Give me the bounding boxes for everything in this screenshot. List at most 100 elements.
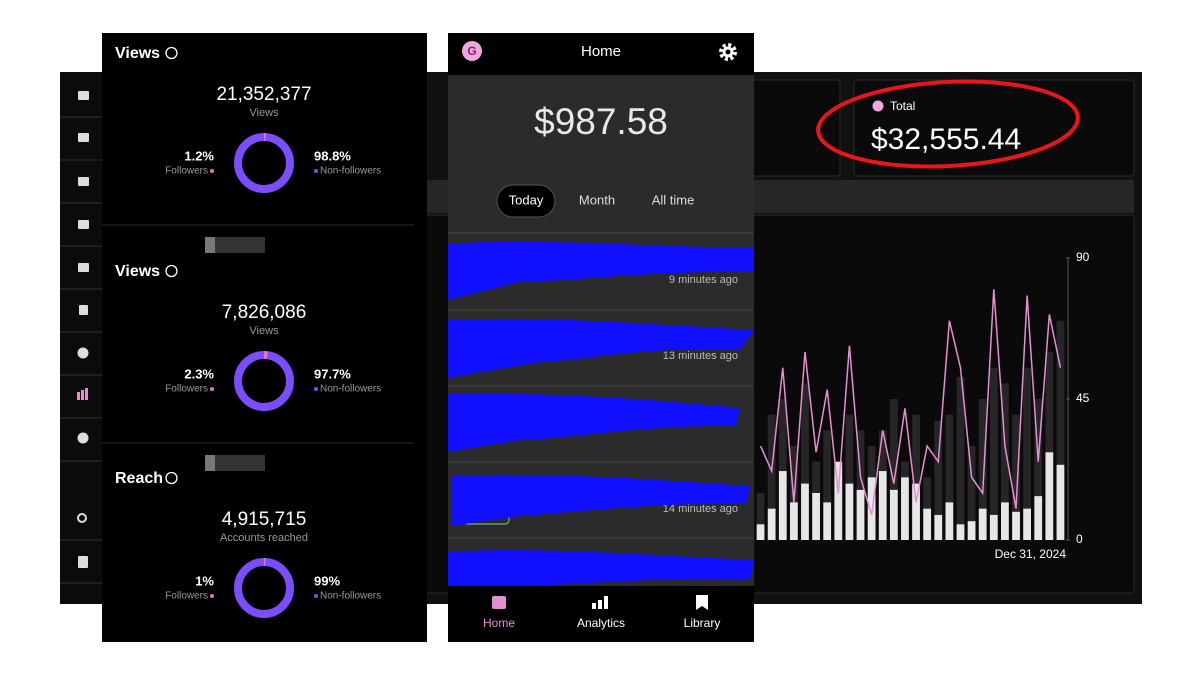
sidebar-dividers [60,116,102,584]
legend-dot [314,169,318,173]
card [739,79,841,177]
info-icon [165,46,178,60]
bar-dark [767,414,776,540]
app-logo [462,41,482,61]
bar-dark [1001,383,1009,540]
bar-light [1056,464,1065,540]
scroll-track [205,237,265,253]
insights: Views 21,352,377 Views 1.2% Followers 98.8% No… [102,45,414,618]
nav-label[interactable]: Home [483,616,515,630]
non-followers-label: Non-followers [320,166,381,177]
bar-dark [912,414,920,540]
bar-light [967,521,976,540]
total: 4,915,715 [222,509,307,530]
bar-light [934,514,943,540]
donut-followers [234,133,294,193]
bar-dark [989,367,998,540]
legend-dot [210,169,214,173]
bar-dark [778,399,787,540]
bar-dark [856,430,865,540]
app-header [448,33,754,75]
bar-light [856,489,865,540]
tab[interactable]: All time [652,192,695,207]
tab[interactable]: Month [579,192,615,207]
followers-label: Followers [165,591,208,602]
sidebar-icons [77,91,89,568]
bar-dark [1045,352,1054,540]
bar-dark [956,377,965,540]
followers-pct: 2.3% [184,366,214,381]
bar-light [867,477,876,540]
activity-time: 14 minutes ago [663,503,738,515]
bar-dark [934,420,943,540]
bar-light [878,471,887,540]
followers-label: Followers [165,384,208,395]
bar-light [789,502,798,540]
bar-dark [889,399,898,540]
tab[interactable]: Today [509,192,544,207]
app-logo-text: G [467,44,476,58]
bar-light [978,508,987,540]
scroll-thumb [205,237,215,253]
total-value: $32,555.44 [871,123,1021,156]
followers-pct: 1.2% [184,148,214,163]
section-title: Views [115,263,160,280]
bar-light [845,483,854,540]
bar-dark [967,446,976,540]
bar-light [1045,452,1054,540]
bar-light [912,483,920,540]
non-followers-label: Non-followers [320,591,381,602]
bar-light [1001,502,1009,540]
sidebar [60,72,102,604]
nav-label[interactable]: Library [684,616,721,630]
info-icon [165,471,178,485]
bar-light [756,524,765,540]
non-followers-pct: 97.7% [314,366,351,381]
section-title: Reach [115,470,163,487]
donut-followers [234,558,294,618]
non-followers-pct: 99% [314,573,340,588]
list-dividers [448,232,754,539]
bar-light [1023,508,1032,540]
bar-light [1034,496,1043,540]
settings-icon[interactable] [719,43,737,61]
x-axis-label: Dec 31, 2024 [995,547,1067,561]
info-icon [165,264,178,278]
bar-dark [1034,399,1043,540]
bar-light [901,477,909,540]
bar-dark [1023,367,1032,540]
annotation-circle [816,79,1080,169]
total: 7,826,086 [222,302,307,323]
bar-light [889,489,898,540]
total-label: Views [249,325,279,337]
bar-dark [1056,320,1065,540]
insights-panel [102,33,427,642]
bar-light [778,471,787,540]
bar-light [945,502,954,540]
bar-light [834,461,843,540]
chart: 0 45 90 [756,250,1090,546]
non-followers-label: Non-followers [320,384,381,395]
bar-light [1012,511,1020,540]
legend-dot [210,387,214,391]
bar-dark [801,383,809,540]
bar-light [767,508,776,540]
bar-dark [823,430,832,540]
y-tick-label: 45 [1076,391,1090,405]
legend-dot [872,100,884,112]
nav-label[interactable]: Analytics [577,616,625,630]
nav-icon [592,595,708,610]
total-label: Total [890,99,915,113]
bar-light [923,508,932,540]
redaction-scribbles [448,241,754,590]
total: 21,352,377 [216,84,311,105]
bar-light [823,502,832,540]
app-title: Home [581,43,621,60]
total-card [853,79,1135,177]
legend-dot [314,387,318,391]
bar-dark [945,414,954,540]
bar-light [956,524,965,540]
tab-selected[interactable] [496,184,556,218]
bar-light [989,514,998,540]
